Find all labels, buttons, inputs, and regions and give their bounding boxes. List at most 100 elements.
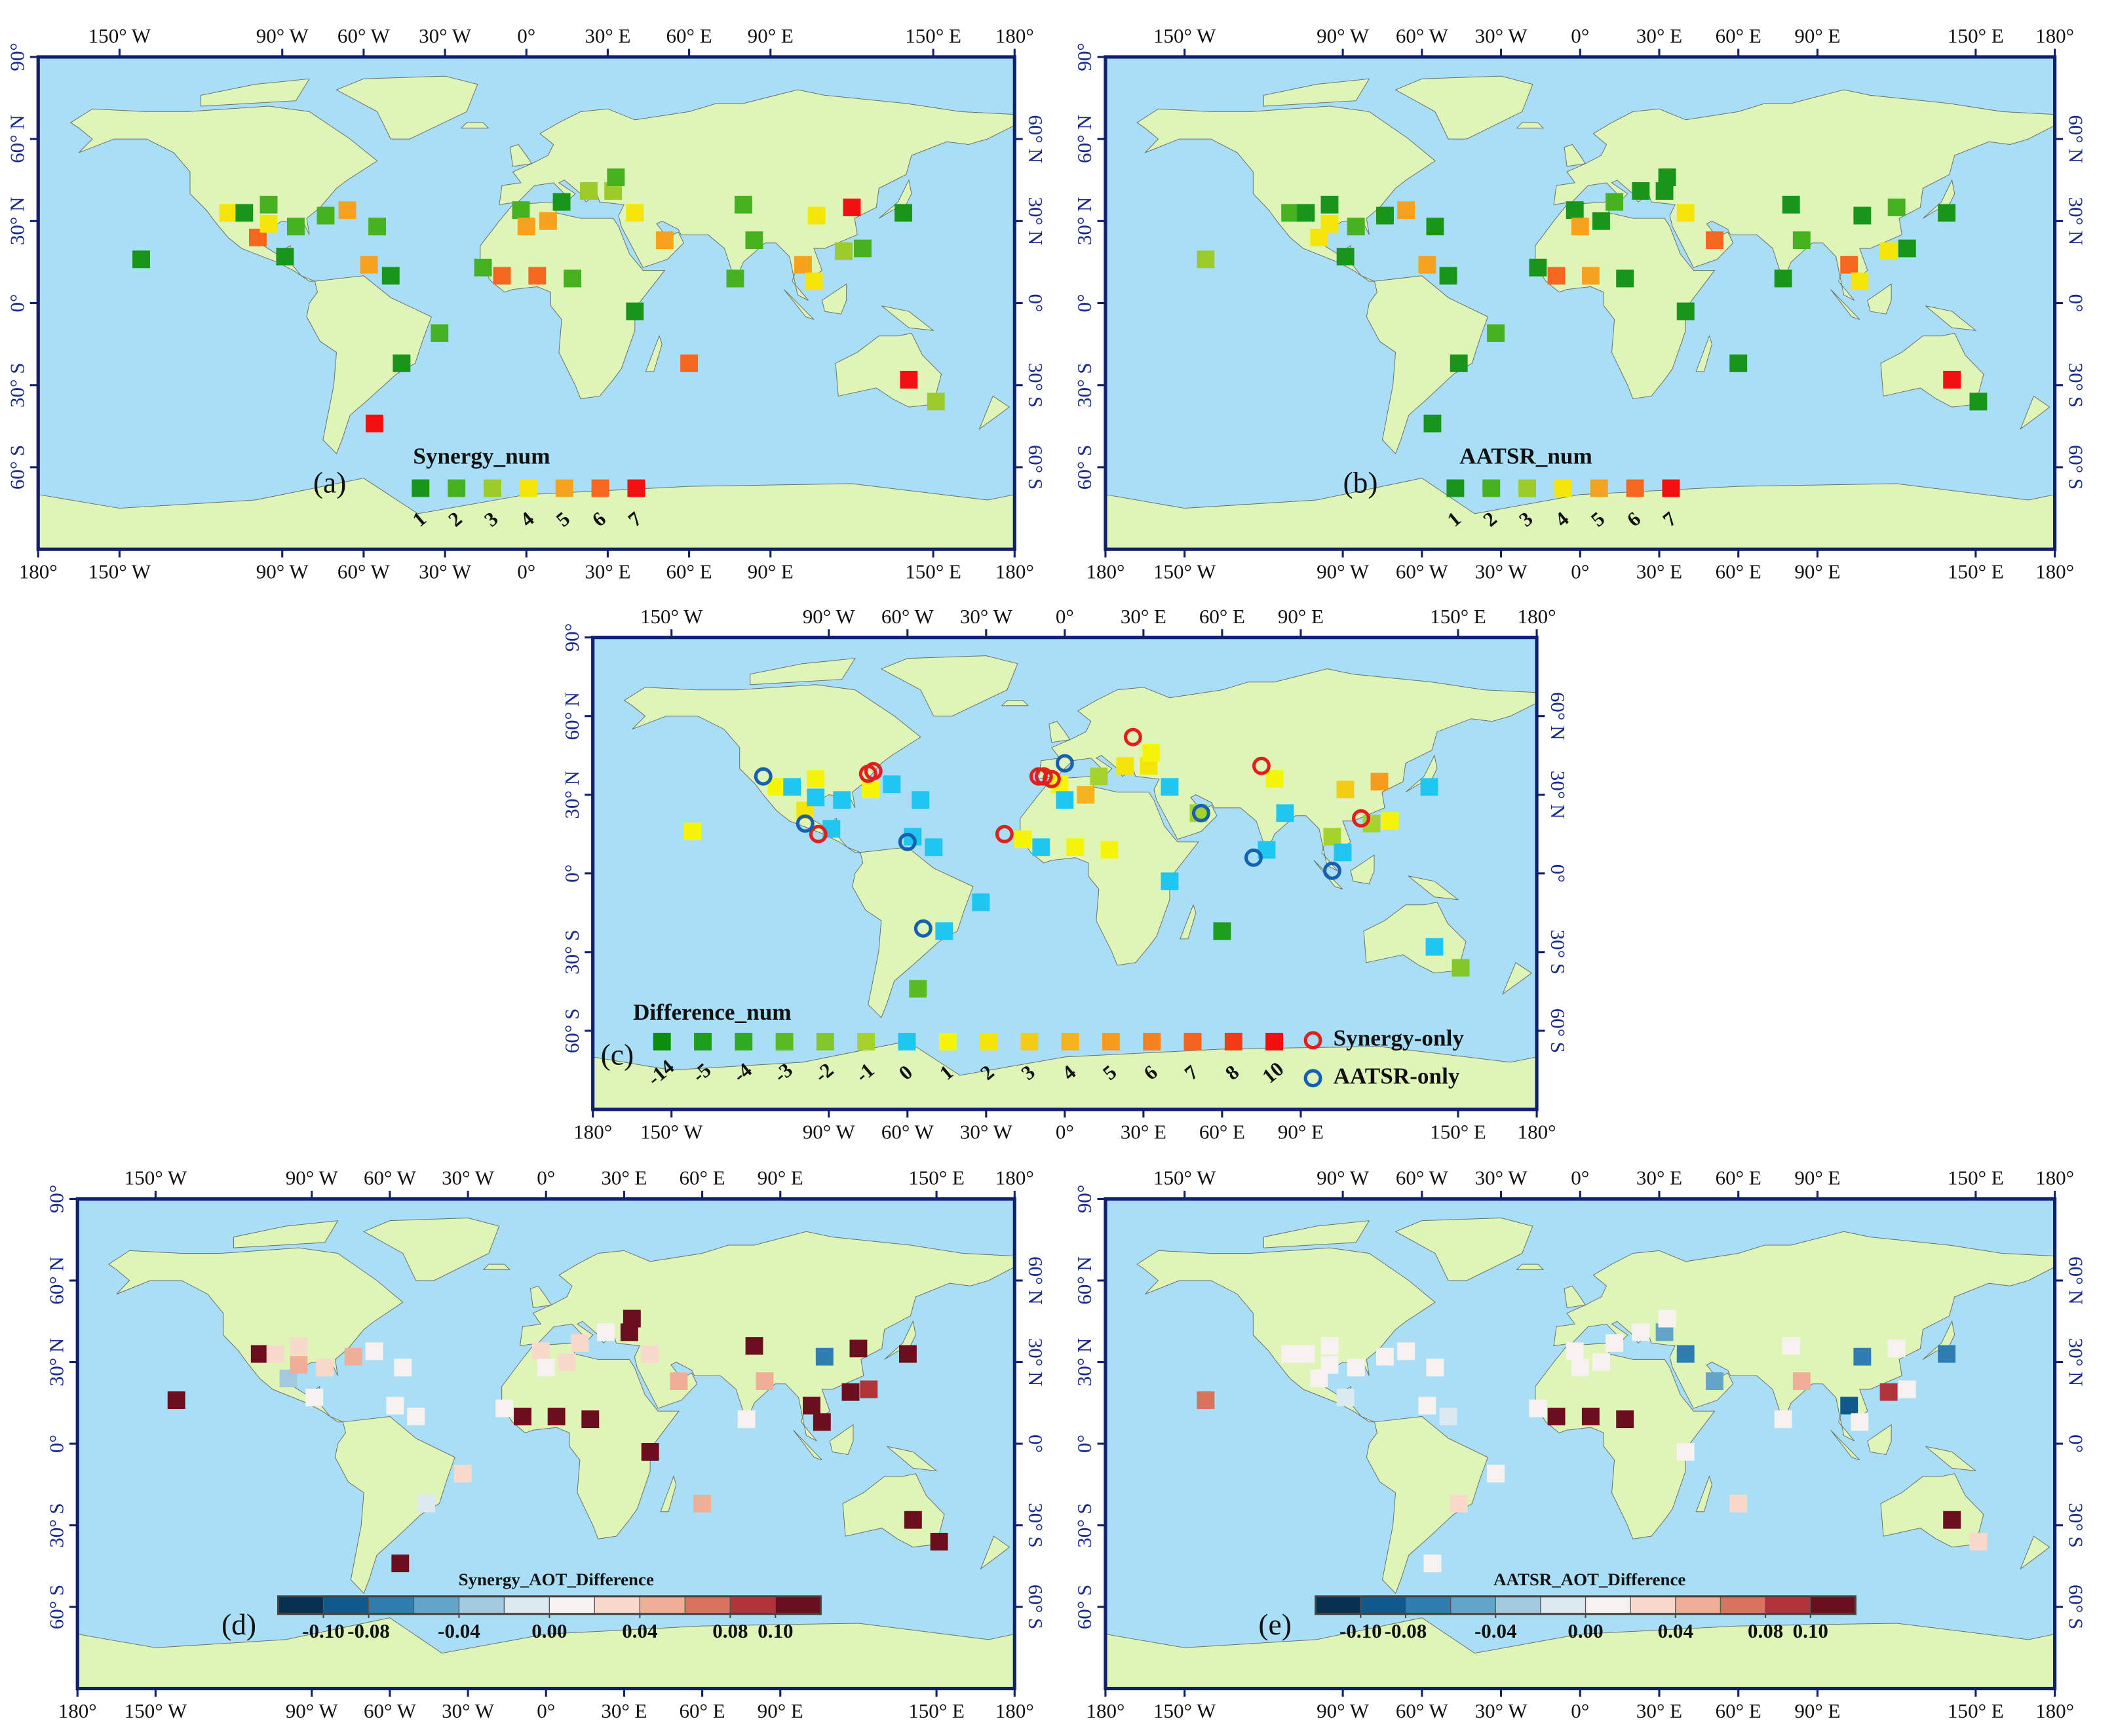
colorbar-label: -0.10: [1339, 1619, 1382, 1642]
site-ring: [995, 824, 1014, 843]
legend-swatch: [898, 1032, 916, 1051]
site-marker: [802, 1397, 820, 1415]
colorbar-swatch: [1450, 1596, 1496, 1615]
x-tick-label: 30° E: [585, 24, 630, 47]
map-panel: 180° 150° W 90° W 60° W 30° W 0° 30° E 60° E 90°…: [5, 24, 1047, 583]
site-marker: [815, 1347, 834, 1366]
site-marker: [493, 267, 511, 285]
legend-swatch: [1143, 1032, 1161, 1051]
x-tick-label: 30° W: [419, 24, 472, 47]
x-tick-label: 150° W: [1153, 1699, 1216, 1722]
colorbar-swatch: [684, 1596, 731, 1615]
y-tick-label: 0°: [5, 294, 28, 313]
y-tick-label: 60° N: [1547, 692, 1569, 741]
site-marker: [338, 201, 356, 220]
y-tick-label: 0°: [1073, 1435, 1096, 1453]
site-marker: [912, 791, 930, 809]
colorbar-label: 0.08: [1748, 1619, 1783, 1642]
x-tick-label: 30° W: [1475, 24, 1528, 47]
site-marker: [579, 182, 598, 200]
y-tick-label: 30° N: [5, 197, 28, 246]
x-tick-label: 60° E: [680, 1167, 725, 1189]
site-marker: [1879, 1383, 1898, 1401]
site-marker: [1782, 195, 1800, 214]
x-tick-label: 30° W: [1475, 560, 1528, 583]
site-ring: [1055, 754, 1074, 773]
site-marker: [537, 1359, 555, 1377]
site-marker: [807, 206, 826, 225]
colorbar-swatch: [277, 1596, 324, 1615]
site-marker: [167, 1391, 185, 1410]
site-marker: [1426, 218, 1444, 236]
x-tick-label: 0°: [1056, 1120, 1074, 1143]
site-marker: [547, 1408, 566, 1425]
colorbar-swatch: [1675, 1596, 1722, 1615]
x-tick-label: 30° W: [419, 560, 472, 583]
legend-swatch: [653, 1032, 671, 1051]
x-tick-label: 30° E: [1636, 1699, 1682, 1722]
y-tick-label: 30° S: [5, 363, 28, 408]
x-tick-label: 90° E: [748, 560, 794, 583]
colorbar-swatch: [1540, 1596, 1587, 1615]
y-tick-label: 60° N: [5, 115, 28, 163]
y-tick-label: 60° N: [1024, 1256, 1047, 1305]
y-tick-label: 60° N: [2064, 115, 2087, 163]
site-marker: [1676, 204, 1695, 222]
x-tick-label: 180°: [995, 560, 1034, 583]
y-tick-label: 60° N: [1073, 115, 1096, 163]
y-tick-label: 60° S: [560, 1009, 583, 1053]
site-marker: [860, 1380, 878, 1398]
site-marker: [1418, 1397, 1436, 1415]
site-ring: [809, 824, 828, 843]
y-tick-label: 30° S: [1024, 1503, 1047, 1547]
site-marker: [1376, 206, 1394, 225]
site-marker: [805, 272, 823, 290]
y-tick-label: 30° N: [1073, 197, 1096, 246]
site-marker: [1676, 1345, 1695, 1363]
y-tick-label: 60° S: [1073, 1585, 1096, 1629]
legend-swatch: [1626, 479, 1644, 497]
site-marker: [862, 781, 880, 799]
site-ring: [1252, 756, 1271, 775]
site-marker: [1851, 272, 1869, 290]
x-tick-label: 90° W: [286, 1167, 339, 1189]
x-tick-label: 150° E: [1948, 1699, 2004, 1722]
site-ring: [898, 832, 917, 851]
site-marker: [909, 980, 927, 998]
colorbar-swatch: [1405, 1596, 1452, 1615]
x-tick-label: 60° E: [1716, 1167, 1761, 1189]
site-marker: [571, 1334, 589, 1352]
site-marker: [1297, 204, 1315, 222]
y-tick-label: 30° S: [2064, 363, 2087, 408]
y-tick-label: 0°: [2064, 294, 2087, 313]
site-marker: [260, 215, 278, 233]
site-ring: [754, 767, 773, 786]
site-marker: [1792, 231, 1811, 250]
map-panel: 180° 150° W 90° W 60° W 30° W 0° 30° E 60° E 90°…: [45, 1167, 1047, 1722]
x-tick-label: 90° W: [1317, 1167, 1370, 1189]
sites: [1197, 168, 1988, 433]
colorbar-label: 0.04: [1658, 1619, 1693, 1642]
x-tick-label: 150° E: [1948, 24, 2004, 47]
legend-swatch: [1554, 479, 1572, 497]
y-tick-label: 60° S: [1073, 445, 1096, 490]
site-marker: [1418, 256, 1436, 274]
legend-label: Synergy-only: [1334, 1025, 1465, 1051]
site-marker: [1323, 828, 1341, 846]
site-marker: [904, 1511, 922, 1529]
legend-swatch: [1020, 1032, 1039, 1051]
site-marker: [1943, 370, 1961, 389]
x-tick-label: 180°: [573, 1120, 612, 1143]
x-tick-label: 150° E: [1948, 560, 2004, 583]
site-marker: [1161, 778, 1179, 796]
x-tick-label: 30° E: [601, 1167, 647, 1189]
site-marker: [1969, 1532, 1988, 1551]
y-tick-label: 60° N: [1024, 115, 1047, 163]
site-marker: [1547, 1408, 1566, 1425]
site-marker: [972, 893, 990, 912]
site-ring: [1352, 809, 1370, 828]
legend-swatch: [555, 479, 573, 497]
site-marker: [1320, 1356, 1339, 1374]
site-marker: [1090, 767, 1108, 786]
x-tick-label: 90° E: [748, 24, 794, 47]
